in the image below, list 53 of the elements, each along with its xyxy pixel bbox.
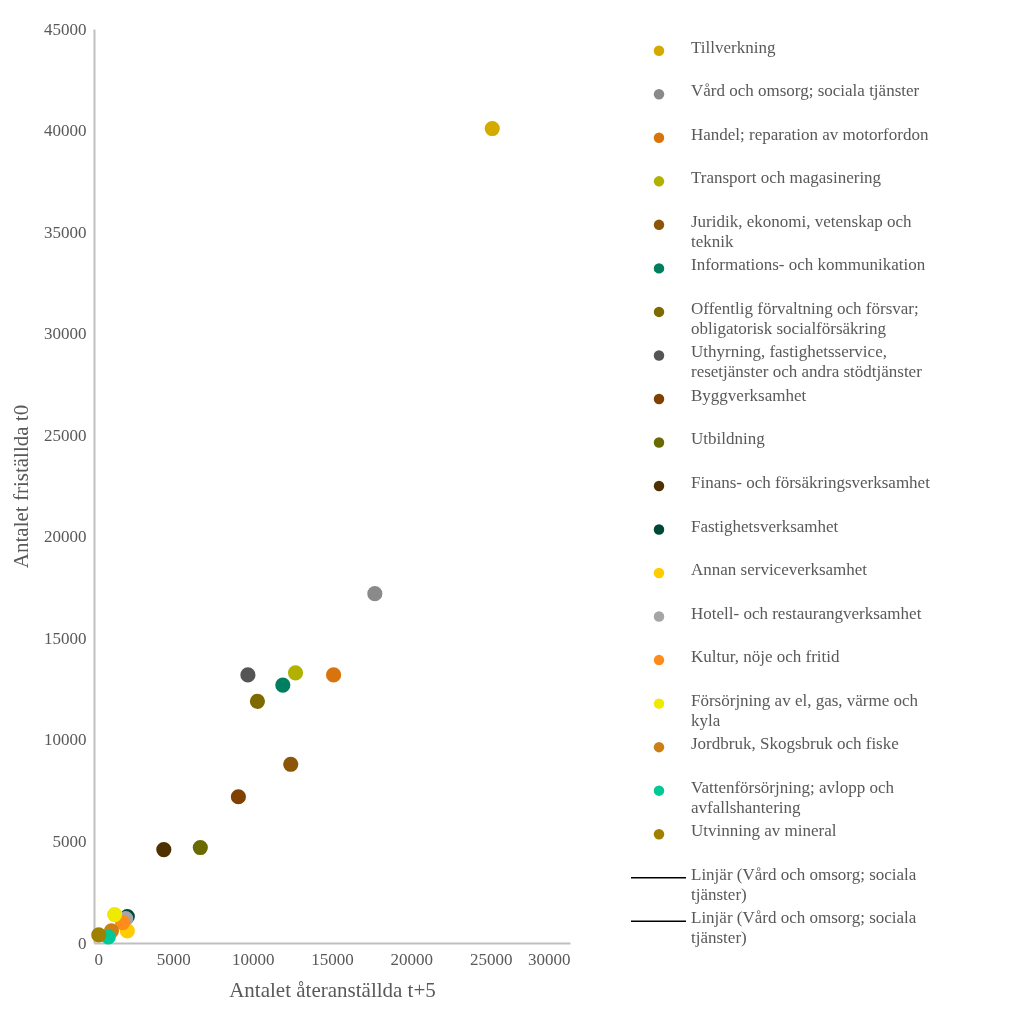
x-tick-label: 10000: [231, 949, 275, 969]
legend-label: Försörjning av el, gas, värme och kyla: [691, 690, 919, 730]
legend-label: Transport och magasinering: [691, 168, 882, 188]
y-tick-label: 45000: [44, 19, 87, 39]
legend-label: Vård och omsorg; sociala tjänster: [691, 81, 920, 101]
point: [240, 667, 256, 683]
point: [275, 677, 291, 693]
point: [249, 693, 266, 709]
y-axis-title: Antalet friställda t0: [9, 404, 33, 569]
point: [283, 756, 299, 772]
legend-label: Byggverksamhet: [691, 385, 807, 405]
legend-label: Informations- och kommunikation: [691, 255, 926, 275]
point: [156, 842, 172, 858]
legend-label: Kultur, nöje och fritid: [691, 647, 841, 667]
y-tick-label: 35000: [44, 222, 87, 242]
legend-label: Offentlig förvaltning och försvar; obligatorisk socialförsäkring: [691, 298, 919, 338]
legend-label: Vattenförsörjning; avlopp och avfallshantering: [691, 777, 895, 817]
y-tick-label: 20000: [44, 527, 87, 547]
point: [484, 120, 500, 137]
point: [287, 665, 304, 681]
legend-label: Tillverkning: [691, 37, 776, 57]
x-tick-label: 0: [94, 949, 103, 969]
y-tick-label: 5000: [52, 831, 87, 851]
legend-label: Linjär (Vård och omsorg; sociala tjänster): [691, 908, 917, 948]
x-tick-label: 20000: [390, 949, 434, 969]
x-tick-label: 5000: [156, 949, 191, 969]
legend-label: Annan serviceverksamhet: [691, 560, 868, 580]
y-tick-label: 15000: [44, 628, 87, 648]
point: [91, 927, 107, 943]
legend-label: Fastighetsverksamhet: [691, 516, 839, 536]
point: [326, 667, 342, 683]
y-tick-label: 25000: [44, 425, 87, 445]
y-tick-label: 40000: [44, 121, 87, 141]
x-tick-label: 15000: [311, 949, 354, 969]
x-tick-label: 25000: [469, 949, 513, 969]
x-tick-label: 30000: [528, 949, 571, 969]
point: [192, 839, 208, 856]
legend-label: Linjär (Vård och omsorg; sociala tjänster): [691, 864, 917, 904]
legend-label: Juridik, ekonomi, vetenskap och teknik: [691, 211, 912, 251]
legend-label: Utvinning av mineral: [691, 821, 837, 841]
x-axis-title: Antalet återanställda t+5: [229, 977, 436, 1002]
legend-label: Finans- och försäkringsverksamhet: [691, 473, 931, 492]
point: [107, 907, 123, 923]
point: [230, 789, 246, 805]
legend-label: Hotell- och restaurangverksamhet: [691, 603, 922, 623]
y-tick-label: 0: [78, 933, 87, 953]
point: [367, 586, 383, 602]
legend-label: Jordbruk, Skogsbruk och fiske: [691, 734, 899, 754]
y-tick-label: 10000: [44, 730, 87, 750]
y-tick-label: 30000: [44, 324, 87, 344]
legend-label: Utbildning: [691, 429, 766, 449]
legend-label: Handel; reparation av motorfordon: [691, 124, 929, 144]
legend-label: Uthyrning, fastighetsservice, resetjänster och andra stödtjänster: [691, 342, 923, 382]
